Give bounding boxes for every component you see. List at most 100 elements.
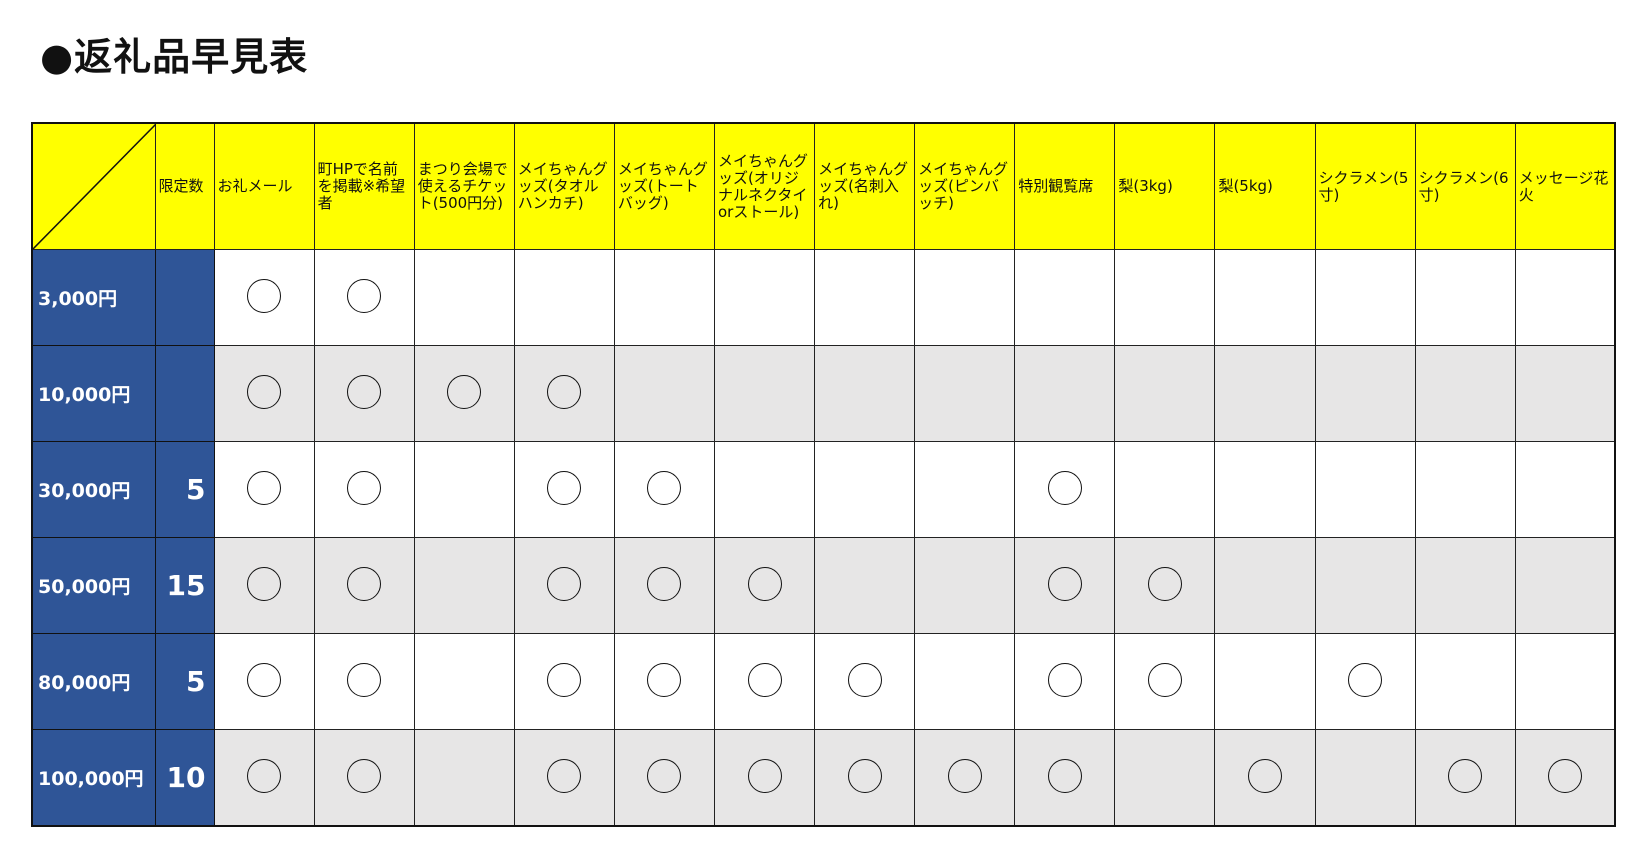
header-item: お礼メール bbox=[213, 122, 315, 250]
header-item: まつり会場で使えるチケット(500円分) bbox=[413, 122, 515, 250]
gift-cell bbox=[1014, 729, 1116, 827]
gift-cell bbox=[213, 249, 315, 346]
gift-cell bbox=[613, 345, 715, 442]
header-item: メイちゃんグッズ(オリジナルネクタイorストール) bbox=[713, 122, 816, 250]
circle-mark-icon bbox=[1047, 662, 1082, 697]
gift-cell bbox=[814, 537, 916, 634]
gift-cell bbox=[713, 345, 816, 442]
page-title: ●返礼品早見表 bbox=[40, 35, 309, 79]
gift-cell bbox=[313, 441, 415, 538]
gift-cell bbox=[613, 729, 715, 827]
gift-cell bbox=[1414, 441, 1516, 538]
gift-cell bbox=[513, 537, 615, 634]
gift-cell bbox=[313, 345, 415, 442]
gift-cell bbox=[413, 729, 515, 827]
gift-cell bbox=[914, 441, 1016, 538]
circle-mark-icon bbox=[647, 758, 682, 793]
gift-cell bbox=[814, 249, 916, 346]
gift-cell bbox=[513, 441, 615, 538]
circle-mark-icon bbox=[1147, 566, 1182, 601]
gift-cell bbox=[814, 345, 916, 442]
gift-cell bbox=[1514, 729, 1616, 827]
gift-cell bbox=[713, 537, 816, 634]
circle-mark-icon bbox=[747, 758, 782, 793]
gift-cell bbox=[713, 729, 816, 827]
amount-cell: 80,000円 bbox=[31, 633, 156, 730]
gift-cell bbox=[513, 633, 615, 730]
circle-mark-icon bbox=[347, 470, 382, 505]
diagonal-line bbox=[33, 124, 156, 249]
gift-cell bbox=[613, 441, 715, 538]
gift-cell bbox=[1014, 249, 1116, 346]
gift-cell bbox=[1214, 249, 1316, 346]
circle-mark-icon bbox=[547, 374, 582, 409]
gift-cell bbox=[1414, 537, 1516, 634]
gift-cell bbox=[1414, 249, 1516, 346]
gift-cell bbox=[1414, 633, 1516, 730]
amount-cell: 50,000円 bbox=[31, 537, 156, 634]
circle-mark-icon bbox=[547, 470, 582, 505]
gift-cell bbox=[914, 249, 1016, 346]
circle-mark-icon bbox=[347, 566, 382, 601]
circle-mark-icon bbox=[547, 566, 582, 601]
gift-cell bbox=[713, 249, 816, 346]
header-item: メイちゃんグッズ(ピンバッチ) bbox=[914, 122, 1016, 250]
gift-cell bbox=[213, 633, 315, 730]
gift-cell bbox=[1114, 633, 1216, 730]
gift-cell bbox=[713, 441, 816, 538]
limit-cell: 5 bbox=[154, 441, 215, 538]
circle-mark-icon bbox=[1247, 758, 1282, 793]
amount-cell: 100,000円 bbox=[31, 729, 156, 827]
header-item: シクラメン(6寸) bbox=[1414, 122, 1516, 250]
gift-cell bbox=[1014, 633, 1116, 730]
gift-cell bbox=[413, 345, 515, 442]
circle-mark-icon bbox=[847, 758, 882, 793]
circle-mark-icon bbox=[747, 566, 782, 601]
gift-cell bbox=[313, 729, 415, 827]
circle-mark-icon bbox=[347, 758, 382, 793]
limit-cell: 10 bbox=[154, 729, 215, 827]
circle-mark-icon bbox=[347, 278, 382, 313]
circle-mark-icon bbox=[247, 374, 282, 409]
gift-cell bbox=[914, 345, 1016, 442]
limit-cell: 15 bbox=[154, 537, 215, 634]
circle-mark-icon bbox=[347, 662, 382, 697]
gift-cell bbox=[1014, 441, 1116, 538]
circle-mark-icon bbox=[647, 566, 682, 601]
gift-cell bbox=[413, 441, 515, 538]
gift-cell bbox=[1214, 537, 1316, 634]
gift-cell bbox=[613, 537, 715, 634]
gift-cell bbox=[313, 633, 415, 730]
gift-cell bbox=[313, 249, 415, 346]
gift-cell bbox=[1314, 633, 1416, 730]
gift-cell bbox=[1214, 345, 1316, 442]
header-item: メイちゃんグッズ(名刺入れ) bbox=[814, 122, 916, 250]
circle-mark-icon bbox=[547, 758, 582, 793]
circle-mark-icon bbox=[1548, 758, 1583, 793]
gift-cell bbox=[213, 345, 315, 442]
circle-mark-icon bbox=[247, 278, 282, 313]
gift-cell bbox=[513, 249, 615, 346]
gift-cell bbox=[1014, 537, 1116, 634]
gift-cell bbox=[513, 729, 615, 827]
gift-cell bbox=[1514, 633, 1616, 730]
gift-cell bbox=[1014, 345, 1116, 442]
circle-mark-icon bbox=[247, 566, 282, 601]
gift-cell bbox=[1114, 441, 1216, 538]
gift-cell bbox=[1414, 345, 1516, 442]
gift-cell bbox=[914, 729, 1016, 827]
header-item: 特別観覧席 bbox=[1014, 122, 1116, 250]
circle-mark-icon bbox=[447, 374, 482, 409]
circle-mark-icon bbox=[1047, 566, 1082, 601]
gift-cell bbox=[814, 633, 916, 730]
circle-mark-icon bbox=[1448, 758, 1483, 793]
gift-cell bbox=[1214, 729, 1316, 827]
table-row: 10,000円 bbox=[31, 345, 1616, 442]
circle-mark-icon bbox=[647, 662, 682, 697]
gift-cell bbox=[213, 729, 315, 827]
gift-cell bbox=[814, 441, 916, 538]
header-item: シクラメン(5寸) bbox=[1314, 122, 1416, 250]
circle-mark-icon bbox=[247, 470, 282, 505]
circle-mark-icon bbox=[647, 470, 682, 505]
circle-mark-icon bbox=[347, 374, 382, 409]
